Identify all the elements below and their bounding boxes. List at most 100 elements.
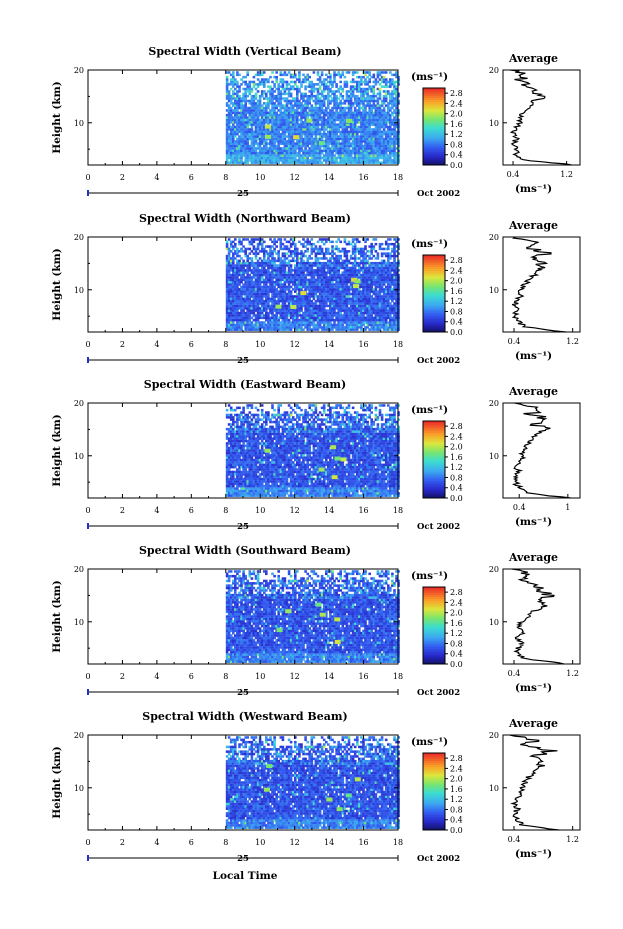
colorbar-segment [423, 109, 445, 112]
heatmap-cell [265, 271, 268, 274]
heatmap-cell [273, 140, 276, 143]
heatmap-cell [384, 137, 388, 141]
heatmap-cell [248, 316, 252, 320]
heatmap-cell [273, 302, 276, 305]
heatmap-cell [238, 271, 241, 274]
heatmap-cell [256, 271, 260, 274]
heatmap-cell [310, 130, 314, 134]
heatmap-cell [384, 149, 388, 153]
heatmap-cell [370, 116, 373, 119]
heatmap-cell [227, 247, 231, 251]
heatmap-cell [294, 75, 297, 79]
heatmap-cell [283, 285, 287, 289]
heatmap-cell [370, 87, 373, 91]
heatmap-cell [384, 99, 388, 103]
heatmap-cell [244, 99, 247, 103]
heatmap-cell [298, 128, 301, 131]
heatmap-cell [343, 130, 347, 134]
heatmap-cell [285, 297, 289, 301]
heatmap-cell [310, 302, 314, 305]
heatmap-cell [308, 316, 311, 320]
heatmap-cell [289, 85, 293, 88]
heatmap-cell [285, 144, 289, 148]
heatmap-cell [238, 307, 241, 310]
heatmap-cell [382, 97, 386, 100]
heatmap-cell [250, 99, 254, 103]
heatmap-cell [325, 85, 328, 88]
heatmap-cell [343, 135, 347, 138]
heatmap-cell [248, 257, 252, 260]
heatmap-cell [285, 92, 289, 96]
heatmap-cell [298, 151, 301, 155]
heatmap-cell [252, 85, 256, 88]
heatmap-cell [269, 116, 272, 119]
heatmap-cell [349, 80, 353, 84]
heatmap-cell [296, 85, 299, 88]
heatmap-cell [318, 156, 322, 160]
heatmap-cell [391, 151, 394, 155]
heatmap-cell [244, 94, 247, 98]
heatmap-cell [285, 240, 289, 244]
heatmap-cell [300, 94, 303, 98]
heatmap-cell [304, 80, 307, 84]
heatmap-cell [254, 276, 258, 279]
heatmap-cell [368, 125, 371, 129]
heatmap-cell [256, 137, 260, 141]
average-y-tick-label: 20 [489, 66, 499, 75]
heatmap-cell [382, 151, 386, 155]
heatmap-cell [304, 154, 307, 157]
heatmap-cell [370, 111, 373, 115]
heatmap-cell [275, 123, 278, 126]
heatmap-cell [227, 99, 231, 103]
heatmap-cell [320, 328, 324, 331]
heatmap-cell [362, 147, 365, 150]
heatmap-cell [252, 238, 256, 241]
heatmap-cell [225, 261, 229, 265]
heatmap-cell [333, 132, 336, 136]
heatmap-cell [287, 309, 291, 312]
heatmap-cell [273, 257, 276, 260]
heatmap-cell [273, 116, 276, 119]
heatmap-cell [384, 97, 388, 100]
heatmap-cell [291, 80, 295, 84]
heatmap-cell [271, 283, 274, 286]
heatmap-cell [244, 318, 247, 322]
heatmap-cell [258, 73, 262, 77]
heatmap-cell [258, 135, 262, 138]
heatmap-cell [250, 135, 254, 138]
heatmap-cell [240, 142, 243, 145]
heatmap-cell [312, 261, 316, 265]
heatmap-cell [285, 104, 289, 107]
heatmap-cell [345, 125, 349, 129]
heatmap-cell [308, 297, 311, 301]
heatmap-cell [287, 297, 291, 301]
heatmap-cell [364, 132, 367, 136]
heatmap-cell [236, 147, 239, 150]
heatmap-cell [254, 250, 258, 253]
heatmap-cell [277, 259, 280, 263]
heatmap-cell [318, 302, 322, 305]
heatmap-cell [395, 106, 398, 110]
heatmap-cell [225, 295, 229, 298]
heatmap-cell [267, 318, 270, 322]
heatmap-cell [238, 113, 241, 117]
heatmap-cell [281, 299, 285, 303]
heatmap-cell [229, 326, 233, 329]
heatmap-cell [304, 159, 307, 162]
heatmap-cell [281, 307, 285, 310]
heatmap-cell [382, 80, 386, 84]
heatmap-cell [310, 323, 314, 327]
heatmap-cell [273, 318, 276, 322]
heatmap-cell [291, 116, 295, 119]
heatmap-cell [358, 125, 361, 129]
heatmap-cell [312, 132, 316, 136]
heatmap-cell [234, 290, 237, 293]
heatmap-cell [254, 302, 258, 305]
heatmap-cell [318, 252, 322, 255]
heatmap-cell [316, 328, 320, 331]
heatmap-cell [339, 142, 342, 145]
heatmap-cell [232, 292, 235, 296]
heatmap-cell [267, 102, 270, 105]
heatmap-cell [271, 140, 274, 143]
heatmap-cell [380, 156, 384, 160]
